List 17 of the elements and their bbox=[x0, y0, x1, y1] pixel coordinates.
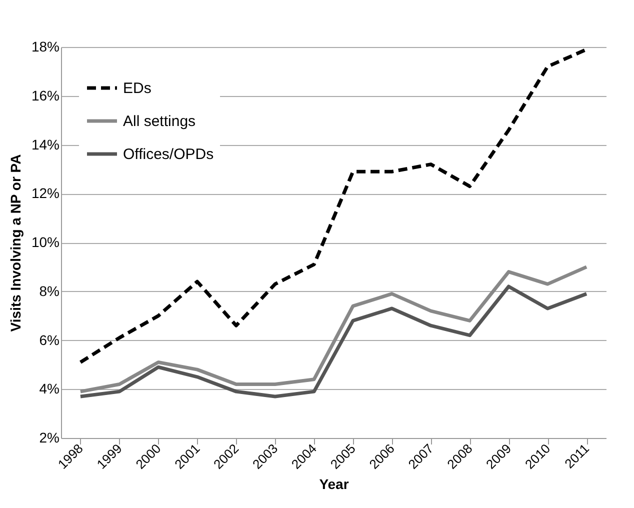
y-tick-label: 10% bbox=[31, 234, 60, 250]
y-axis-title: Visits Involving a NP or PA bbox=[7, 154, 24, 332]
x-axis-title: Year bbox=[319, 476, 350, 492]
legend-label: Offices/OPDs bbox=[123, 146, 214, 163]
line-series bbox=[78, 48, 588, 364]
legend-label: EDs bbox=[123, 80, 152, 97]
y-tick-label: 2% bbox=[39, 430, 60, 446]
y-tick-label: 18% bbox=[31, 38, 60, 54]
legend-label: All settings bbox=[123, 113, 196, 130]
y-tick-label: 14% bbox=[31, 136, 60, 152]
y-tick-label: 12% bbox=[31, 185, 60, 202]
y-tick-label: 16% bbox=[31, 87, 60, 104]
y-tick-label: 4% bbox=[39, 380, 60, 397]
y-tick-label: 6% bbox=[39, 332, 60, 348]
line-series bbox=[78, 265, 588, 394]
line-series bbox=[78, 284, 588, 398]
y-tick-label: 8% bbox=[39, 282, 60, 299]
